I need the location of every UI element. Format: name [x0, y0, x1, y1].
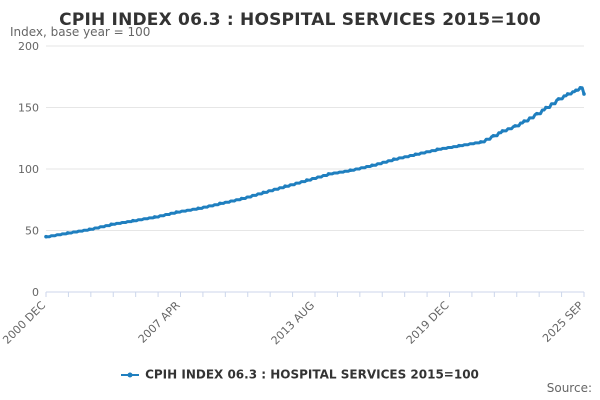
data-point [413, 152, 418, 157]
data-point [348, 168, 353, 173]
data-point [174, 210, 179, 214]
data-point [500, 129, 505, 133]
data-point [261, 190, 266, 195]
data-point [283, 184, 287, 189]
data-point [65, 231, 70, 235]
source-label: Source: [546, 381, 592, 395]
data-point [522, 119, 527, 123]
y-tick-label: 150 [18, 102, 39, 115]
x-tick-label: 2025 SEP [540, 299, 586, 345]
data-point [152, 215, 157, 219]
data-point [326, 172, 331, 176]
y-axis-title: Index, base year = 100 [10, 25, 151, 39]
x-tick-label: 2013 AUG [269, 299, 318, 348]
legend-line-marker-icon [121, 372, 140, 377]
data-point [556, 97, 561, 101]
data-point [218, 201, 222, 206]
chart-title: CPIH INDEX 06.3 : HOSPITAL SERVICES 2015… [59, 10, 541, 30]
y-tick-label: 100 [18, 163, 39, 176]
data-point [196, 206, 200, 211]
x-tick-label: 2019 DEC [404, 299, 452, 347]
y-tick-label: 0 [32, 286, 39, 299]
data-point [370, 163, 374, 168]
x-tick-label: 2000 DEC [0, 299, 48, 347]
legend-label: CPIH INDEX 06.3 : HOSPITAL SERVICES 2015… [145, 367, 479, 382]
data-point [491, 133, 496, 138]
data-point [582, 92, 586, 96]
data-point [44, 234, 48, 239]
data-point [565, 92, 570, 96]
y-tick-label: 200 [18, 40, 39, 53]
data-point [544, 105, 548, 110]
data-point [239, 196, 244, 201]
data-point [131, 218, 135, 223]
y-tick-label: 50 [25, 225, 39, 238]
data-point [574, 88, 578, 93]
chart-legend[interactable]: CPIH INDEX 06.3 : HOSPITAL SERVICES 2015… [0, 367, 600, 382]
data-point [391, 157, 396, 161]
x-tick-label: 2007 APR [136, 299, 183, 346]
series-line-0 [46, 86, 586, 239]
data-point [457, 143, 461, 148]
data-point [109, 222, 114, 227]
data-point [435, 147, 440, 152]
data-point [87, 227, 92, 232]
data-point [513, 124, 517, 128]
data-point [578, 86, 583, 90]
data-point [478, 140, 483, 144]
data-point [535, 111, 539, 116]
data-point [305, 178, 309, 182]
